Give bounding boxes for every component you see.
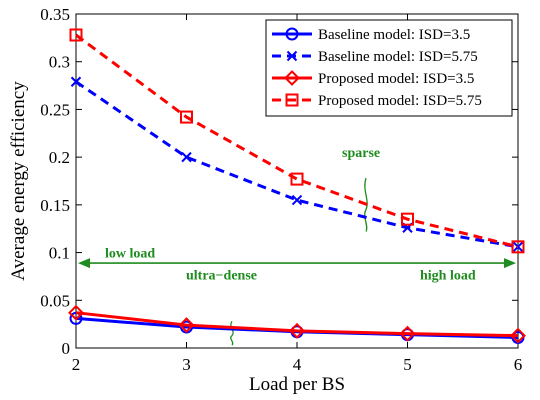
- data-point-x: [512, 241, 524, 253]
- data-point-square: [511, 240, 525, 254]
- y-axis-ticks: 0 0.05 0.1 0.15 0.2 0.25 0.3 0.35: [40, 5, 518, 358]
- x-tick-label: 5: [403, 355, 412, 374]
- y-tick-label: 0.1: [49, 244, 70, 263]
- x-tick-label: 2: [72, 355, 81, 374]
- data-point-square: [401, 212, 414, 226]
- ultra-dense-label: ultra−dense: [186, 268, 257, 283]
- y-tick-label: 0.25: [40, 100, 70, 119]
- data-point-diamond: [289, 322, 305, 339]
- data-point-x: [291, 194, 303, 206]
- y-tick-label: 0: [62, 339, 71, 358]
- arrow-head-left: [78, 258, 90, 269]
- y-tick-label: 0.3: [49, 53, 70, 72]
- low-load-label: low load: [105, 246, 155, 261]
- y-tick-label: 0.05: [40, 291, 70, 310]
- arrow-head-right: [504, 258, 516, 269]
- data-point-circle: [285, 27, 299, 41]
- y-tick-label: 0.15: [40, 196, 70, 215]
- legend: Baseline model: ISD=3.5 Baseline model: I…: [265, 19, 513, 117]
- annotations: low load high load sparse ultra−dense: [78, 146, 516, 346]
- legend-item: Proposed model: ISD=5.75: [272, 93, 482, 109]
- x-tick-label: 4: [293, 355, 302, 374]
- data-point-square: [285, 93, 299, 107]
- sparse-label: sparse: [342, 146, 380, 161]
- series-layer: [68, 28, 526, 345]
- legend-item: Baseline model: ISD=5.75: [272, 49, 478, 65]
- data-point-x: [70, 76, 82, 87]
- series-2: [70, 76, 524, 253]
- x-axis-title: Load per BS: [249, 374, 345, 395]
- legend-item: Baseline model: ISD=3.5: [272, 27, 470, 43]
- high-load-label: high load: [420, 268, 476, 283]
- legend-label: Proposed model: ISD=5.75: [318, 93, 482, 109]
- data-point-diamond: [284, 70, 300, 86]
- x-tick-label: 3: [182, 355, 191, 374]
- data-point-diamond: [510, 327, 526, 344]
- data-point-x: [286, 50, 298, 62]
- data-point-diamond: [178, 317, 195, 334]
- legend-label: Baseline model: ISD=5.75: [318, 49, 478, 65]
- legend-label: Proposed model: ISD=3.5: [318, 71, 474, 87]
- sparse-brace: [364, 177, 368, 232]
- series-3: [68, 304, 526, 344]
- data-point-diamond: [399, 325, 416, 342]
- ultra-dense-brace: [230, 320, 234, 346]
- data-point-square: [290, 172, 304, 186]
- legend-label: Baseline model: ISD=3.5: [318, 27, 470, 43]
- y-tick-label: 0.2: [49, 148, 70, 167]
- series-line: [75, 33, 519, 249]
- legend-item: Proposed model: ISD=3.5: [272, 70, 474, 87]
- y-axis-title: Average energy efficiency: [8, 81, 29, 281]
- series-line: [75, 311, 519, 338]
- data-point-diamond: [68, 304, 84, 321]
- x-axis-ticks: 2 3 4 5 6: [72, 14, 523, 374]
- data-point-square: [180, 110, 193, 124]
- data-point-x: [181, 151, 192, 163]
- series-4: [69, 28, 525, 254]
- data-point-square: [69, 28, 83, 42]
- y-tick-label: 0.35: [40, 5, 70, 24]
- x-tick-label: 6: [514, 355, 523, 374]
